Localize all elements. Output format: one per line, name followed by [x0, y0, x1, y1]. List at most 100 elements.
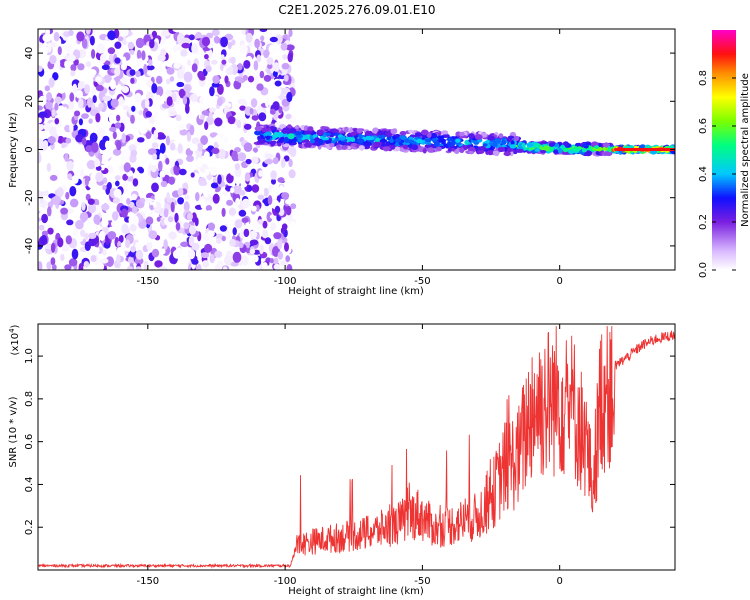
heatmap-cell	[214, 264, 220, 270]
heatmap-cell	[78, 118, 83, 126]
heatmap-cell	[160, 30, 170, 37]
heatmap-cell	[153, 129, 159, 141]
heatmap-cell	[487, 150, 493, 156]
heatmap-cell	[137, 137, 145, 143]
heatmap-cell	[181, 37, 191, 44]
heatmap-cell	[177, 197, 185, 205]
heatmap-cell	[175, 114, 182, 122]
heatmap-cell	[269, 36, 278, 43]
heatmap-cell	[438, 138, 447, 143]
heatmap-cell	[107, 30, 116, 41]
heatmap-cell	[228, 123, 237, 130]
heatmap-cell	[214, 250, 223, 258]
heatmap-cell	[158, 65, 163, 72]
heatmap-cell	[186, 131, 192, 142]
heatmap-cell	[186, 155, 194, 163]
heatmap-cell	[277, 251, 283, 260]
heatmap-cell	[151, 142, 159, 149]
heatmap-cell	[131, 193, 138, 201]
heatmap-cell	[69, 186, 77, 197]
heatmap-cell	[73, 209, 80, 218]
heatmap-cell	[288, 128, 297, 134]
heatmap-cell	[177, 187, 184, 197]
heatmap-cell	[226, 199, 234, 206]
heatmap-cell	[97, 262, 105, 270]
heatmap-cell	[209, 107, 216, 113]
heatmap-cell	[509, 144, 517, 149]
heatmap-cell	[121, 85, 130, 94]
heatmap-cell	[211, 82, 220, 88]
heatmap-cell	[257, 135, 262, 140]
heatmap-cell	[266, 135, 271, 140]
heatmap-cell	[240, 182, 247, 188]
heatmap-cell	[81, 113, 89, 119]
chart-title: C2E1.2025.276.09.01.E10	[278, 3, 435, 17]
heatmap-cell	[272, 70, 278, 78]
heatmap-cell	[256, 83, 264, 91]
heatmap-cell	[400, 136, 406, 140]
heatmap-cell	[148, 114, 156, 124]
snr-point	[296, 544, 297, 545]
heatmap-cell	[46, 261, 52, 270]
heatmap-cell	[282, 143, 290, 148]
heatmap-cell	[251, 220, 259, 227]
heatmap-cell	[138, 167, 145, 174]
heatmap-cell	[222, 266, 228, 270]
y-tick-label: 0	[24, 146, 35, 152]
heatmap-cell	[318, 139, 324, 145]
heatmap-cell	[183, 71, 193, 83]
heatmap-cell	[177, 143, 183, 154]
heatmap-cell	[237, 98, 247, 105]
heatmap-cell	[191, 259, 199, 265]
heatmap-cell	[52, 72, 59, 81]
heatmap-cell	[103, 74, 112, 84]
heatmap-cell	[160, 48, 167, 57]
heatmap-cell	[113, 188, 122, 199]
heatmap-cell	[38, 117, 42, 124]
heatmap-cell	[334, 138, 341, 142]
heatmap-cell	[101, 64, 110, 71]
heatmap-cell	[129, 69, 136, 76]
x-axis-label-top: Height of straight line (km)	[288, 286, 424, 297]
heatmap-cell	[80, 229, 86, 237]
heatmap-cell	[227, 41, 232, 50]
heatmap-cell	[245, 32, 253, 43]
plot-area-bottom	[38, 324, 675, 570]
heatmap-cell	[468, 133, 475, 139]
heatmap-cell	[188, 111, 194, 119]
heatmap-cell	[263, 187, 269, 197]
heatmap-cell	[75, 219, 84, 230]
heatmap-cell	[204, 210, 214, 219]
heatmap-cell	[110, 98, 119, 108]
heatmap-cell	[250, 88, 256, 97]
heatmap-cell	[163, 208, 169, 218]
heatmap-cell	[67, 173, 73, 180]
heatmap-cell	[68, 29, 74, 36]
heatmap-cell	[188, 235, 195, 247]
heatmap-cell	[159, 134, 166, 140]
heatmap-cell	[209, 165, 218, 176]
heatmap-cell	[441, 130, 449, 136]
y-axis-label-bottom: SNR (10 * v/v)	[8, 396, 19, 467]
heatmap-cell	[98, 230, 106, 241]
heatmap-cell	[274, 205, 281, 214]
heatmap-cell	[205, 97, 210, 109]
heatmap-cell	[220, 54, 225, 60]
heatmap-cell	[271, 186, 279, 197]
heatmap-cell	[534, 148, 540, 152]
heatmap-cell	[242, 74, 248, 81]
heatmap-cell	[230, 261, 239, 267]
heatmap-cell	[49, 126, 57, 137]
heatmap-cell	[232, 251, 242, 263]
heatmap-cell	[174, 212, 179, 223]
heatmap-cell	[168, 231, 177, 240]
heatmap-cell	[285, 255, 291, 263]
heatmap-cell	[358, 133, 363, 139]
heatmap-cell	[165, 157, 170, 165]
heatmap-cell	[139, 125, 148, 134]
heatmap-cell	[61, 142, 66, 149]
heatmap-cell	[65, 191, 70, 200]
heatmap-cell	[104, 140, 111, 149]
heatmap-cell	[87, 69, 97, 76]
